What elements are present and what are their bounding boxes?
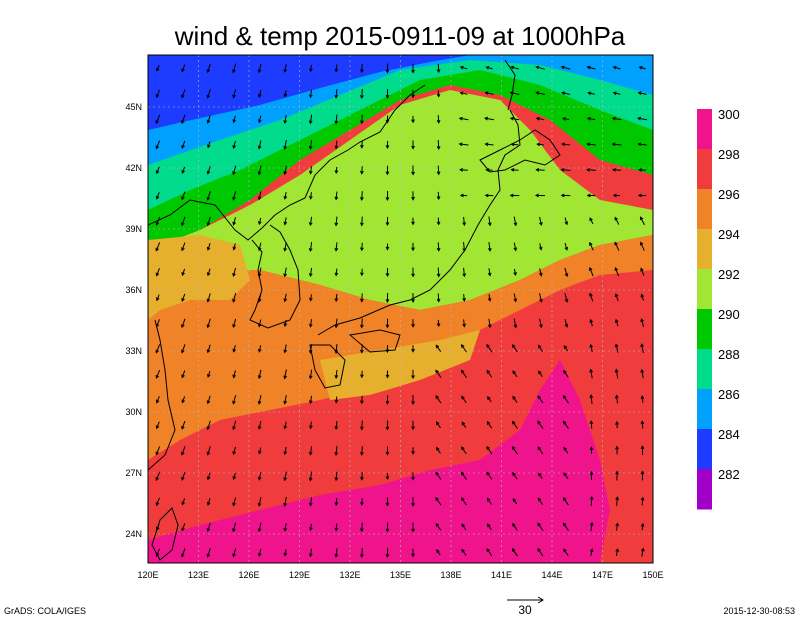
colorbar-swatch — [697, 309, 712, 350]
colorbar-label: 290 — [718, 307, 740, 322]
x-tick-label: 120E — [137, 570, 158, 580]
credit-label: GrADS: COLA/IGES — [4, 606, 86, 616]
timestamp-label: 2015-12-30-08:53 — [723, 606, 795, 616]
x-tick-label: 147E — [592, 570, 613, 580]
x-tick-label: 129E — [289, 570, 310, 580]
colorbar-label: 298 — [718, 147, 740, 162]
y-axis-ticks: 45N 42N 39N 36N 33N 30N 27N 24N — [125, 102, 142, 539]
x-axis-ticks: 120E 123E 126E 129E 132E 135E 138E 141E 144E 147E… — [137, 570, 663, 580]
colorbar-label: 284 — [718, 427, 740, 442]
colorbar-swatch — [697, 149, 712, 190]
x-tick-label: 144E — [541, 570, 562, 580]
x-tick-label: 141E — [491, 570, 512, 580]
y-tick-label: 30N — [125, 407, 142, 417]
y-tick-label: 36N — [125, 285, 142, 295]
colorbar-label: 300 — [718, 107, 740, 122]
y-tick-label: 27N — [125, 468, 142, 478]
y-tick-label: 33N — [125, 346, 142, 356]
colorbar-swatch — [697, 269, 712, 310]
colorbar: 300 298 296 294 292 290 288 286 284 282 — [697, 107, 740, 510]
colorbar-swatch — [697, 109, 712, 150]
vector-scale: 30 — [507, 597, 543, 617]
colorbar-swatch — [697, 429, 712, 470]
map-title: wind & temp 2015-0911-09 at 1000hPa — [174, 21, 626, 51]
y-tick-label: 42N — [125, 163, 142, 173]
colorbar-swatch — [697, 229, 712, 270]
colorbar-swatch — [697, 469, 712, 510]
y-tick-label: 39N — [125, 224, 142, 234]
colorbar-swatch — [697, 349, 712, 390]
colorbar-swatch — [697, 389, 712, 430]
colorbar-label: 294 — [718, 227, 740, 242]
colorbar-label: 288 — [718, 347, 740, 362]
colorbar-label: 296 — [718, 187, 740, 202]
colorbar-swatch — [697, 189, 712, 230]
x-tick-label: 132E — [339, 570, 360, 580]
y-tick-label: 45N — [125, 102, 142, 112]
colorbar-label: 286 — [718, 387, 740, 402]
x-tick-label: 138E — [440, 570, 461, 580]
x-tick-label: 150E — [642, 570, 663, 580]
y-tick-label: 24N — [125, 529, 142, 539]
x-tick-label: 126E — [238, 570, 259, 580]
x-tick-label: 135E — [390, 570, 411, 580]
vector-scale-label: 30 — [518, 603, 532, 617]
colorbar-label: 292 — [718, 267, 740, 282]
colorbar-label: 282 — [718, 467, 740, 482]
x-tick-label: 123E — [188, 570, 209, 580]
